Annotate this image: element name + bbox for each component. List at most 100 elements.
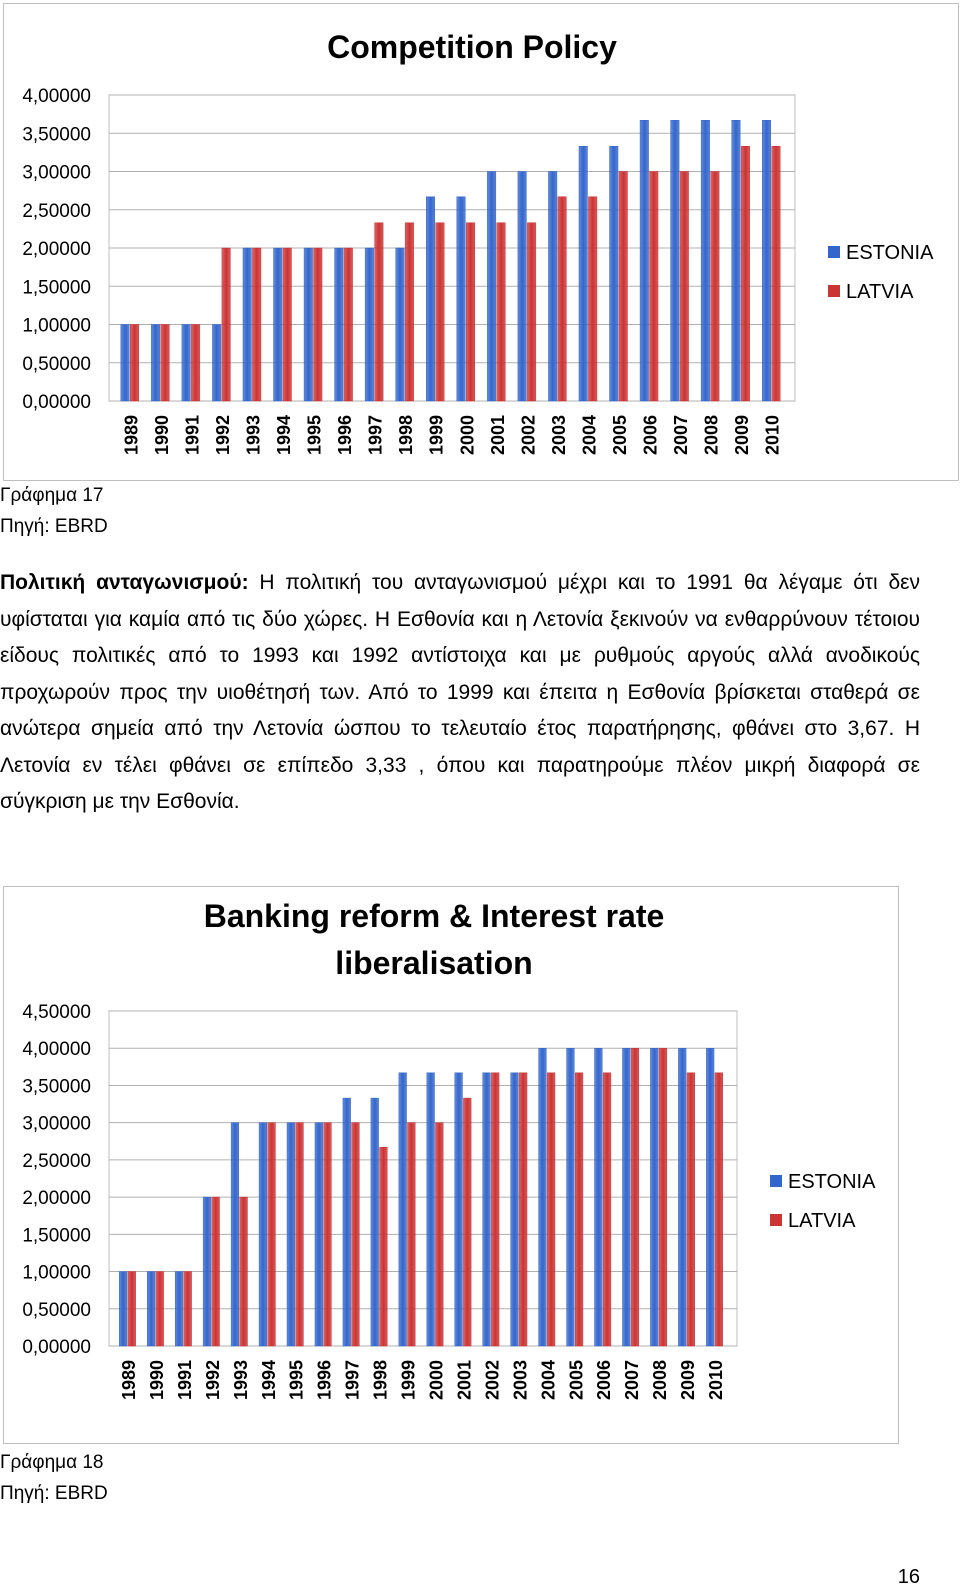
bar-estonia-2007: [622, 1047, 631, 1347]
x-tick-label: 2005: [610, 415, 630, 455]
bar-estonia-2009: [731, 119, 741, 402]
x-tick-label: 1997: [343, 1360, 363, 1400]
bar-estonia-1989: [120, 324, 130, 402]
x-tick-label: 2010: [763, 415, 783, 455]
bar-estonia-1993: [242, 247, 252, 402]
bar-latvia-1993: [252, 247, 262, 402]
bar-latvia-1991: [191, 324, 201, 402]
bar-estonia-2010: [706, 1047, 715, 1347]
bar-latvia-2006: [602, 1072, 612, 1347]
chart-title: Banking reform & Interest rate: [204, 898, 665, 934]
x-tick-label: 1999: [399, 1360, 419, 1400]
x-tick-label: 1994: [274, 415, 294, 455]
y-tick-label: 3,50000: [22, 124, 91, 145]
x-tick-label: 1998: [371, 1360, 391, 1400]
bar-latvia-1991: [183, 1271, 192, 1347]
legend-swatch-estonia: [828, 246, 840, 258]
x-tick-label: 1989: [119, 1360, 139, 1400]
legend-label-estonia: ESTONIA: [846, 242, 934, 264]
x-tick-label: 1991: [175, 1360, 195, 1400]
page-number: 16: [897, 1566, 920, 1588]
x-tick-label: 2006: [594, 1360, 614, 1400]
figure-18-caption: Γράφημα 18 Πηγή: EBRD: [0, 1447, 108, 1509]
bar-latvia-1999: [407, 1122, 416, 1347]
bar-latvia-1989: [130, 324, 139, 402]
bar-latvia-2009: [740, 146, 750, 402]
y-tick-label: 4,50000: [22, 1002, 91, 1023]
bar-latvia-2003: [519, 1072, 528, 1347]
bar-estonia-1998: [370, 1097, 379, 1347]
x-tick-label: 1997: [366, 415, 386, 455]
bar-latvia-2003: [557, 196, 567, 402]
x-tick-label: 1990: [152, 415, 172, 455]
x-tick-label: 2010: [706, 1360, 726, 1400]
y-tick-label: 2,00000: [22, 239, 91, 260]
y-tick-label: 0,00000: [22, 1337, 91, 1358]
x-tick-label: 1991: [182, 415, 202, 455]
x-tick-label: 1990: [147, 1360, 167, 1400]
bar-estonia-1998: [395, 247, 405, 402]
bar-latvia-1992: [211, 1196, 220, 1347]
bar-latvia-1990: [160, 324, 170, 402]
bar-latvia-1995: [295, 1122, 304, 1347]
figure-17-label: Γράφημα 17: [0, 485, 104, 506]
bar-estonia-1992: [212, 324, 222, 402]
x-tick-label: 1998: [396, 415, 416, 455]
legend-swatch-estonia: [770, 1175, 782, 1187]
bar-estonia-2009: [678, 1047, 687, 1347]
x-tick-label: 2003: [549, 415, 569, 455]
bar-estonia-2001: [454, 1072, 463, 1347]
bar-latvia-2001: [496, 222, 506, 402]
bar-latvia-2010: [714, 1072, 723, 1347]
bar-estonia-1993: [230, 1122, 240, 1347]
competition-policy-paragraph: Πολιτική ανταγωνισμού: Η πολιτική του αν…: [0, 565, 920, 821]
x-tick-label: 1995: [305, 415, 325, 455]
bar-estonia-2004: [538, 1047, 547, 1347]
x-tick-label: 1994: [259, 1360, 279, 1400]
bar-estonia-1994: [258, 1122, 267, 1347]
bar-latvia-2005: [575, 1072, 584, 1347]
x-tick-label: 2002: [482, 1360, 502, 1400]
bar-latvia-1995: [313, 247, 323, 402]
bar-latvia-2008: [658, 1047, 668, 1347]
bar-estonia-1995: [303, 247, 313, 402]
y-tick-label: 4,00000: [22, 86, 91, 107]
bar-latvia-1992: [221, 247, 231, 402]
bar-latvia-1998: [404, 222, 414, 402]
bar-estonia-1990: [147, 1271, 156, 1347]
bar-latvia-2008: [710, 171, 720, 402]
bar-estonia-2000: [456, 196, 466, 402]
x-tick-label: 1996: [315, 1360, 335, 1400]
x-tick-label: 1989: [121, 415, 141, 455]
bar-estonia-2008: [700, 119, 710, 402]
bar-estonia-2005: [609, 146, 619, 402]
bar-latvia-2007: [679, 171, 689, 402]
paragraph-body: Η πολιτική του ανταγωνισμού μέχρι και το…: [0, 571, 921, 813]
bar-estonia-2003: [548, 171, 558, 402]
y-tick-label: 3,00000: [22, 1114, 91, 1135]
x-tick-label: 2005: [566, 1360, 586, 1400]
bar-estonia-2006: [594, 1047, 603, 1347]
bar-latvia-2009: [686, 1072, 695, 1347]
bar-latvia-2000: [435, 1122, 444, 1347]
bar-latvia-1993: [239, 1196, 248, 1347]
bar-estonia-2002: [482, 1072, 491, 1347]
y-tick-label: 0,50000: [22, 354, 91, 375]
x-tick-label: 2008: [650, 1360, 670, 1400]
y-tick-label: 2,00000: [22, 1188, 91, 1209]
y-tick-label: 3,00000: [22, 163, 91, 184]
x-tick-label: 2002: [518, 415, 538, 455]
bar-estonia-1989: [119, 1271, 128, 1347]
x-tick-label: 1992: [213, 415, 233, 455]
banking-reform-chart-svg: Banking reform & Interest rate liberalisa…: [22, 898, 876, 1400]
figure-17-source: Πηγή: EBRD: [0, 516, 108, 537]
legend-label-latvia: LATVIA: [788, 1210, 856, 1232]
x-tick-label: 2003: [510, 1360, 530, 1400]
chart-title: Competition Policy: [327, 29, 617, 65]
bar-estonia-1995: [286, 1122, 295, 1347]
x-tick-label: 1996: [335, 415, 355, 455]
bar-estonia-1990: [151, 324, 161, 402]
bar-estonia-1991: [174, 1271, 184, 1347]
bar-latvia-1996: [323, 1122, 332, 1347]
x-tick-label: 2009: [732, 415, 752, 455]
